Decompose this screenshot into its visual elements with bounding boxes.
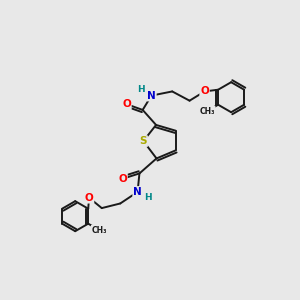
Text: O: O bbox=[122, 99, 131, 109]
Text: H: H bbox=[144, 193, 152, 202]
Text: N: N bbox=[133, 187, 142, 197]
Text: N: N bbox=[147, 91, 156, 100]
Text: O: O bbox=[85, 193, 93, 203]
Text: O: O bbox=[118, 174, 127, 184]
Text: CH₃: CH₃ bbox=[200, 106, 215, 116]
Text: S: S bbox=[140, 136, 147, 146]
Text: H: H bbox=[137, 85, 145, 94]
Text: CH₃: CH₃ bbox=[92, 226, 107, 235]
Text: O: O bbox=[200, 86, 209, 96]
